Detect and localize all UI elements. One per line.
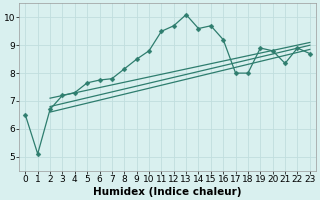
X-axis label: Humidex (Indice chaleur): Humidex (Indice chaleur) [93,187,242,197]
